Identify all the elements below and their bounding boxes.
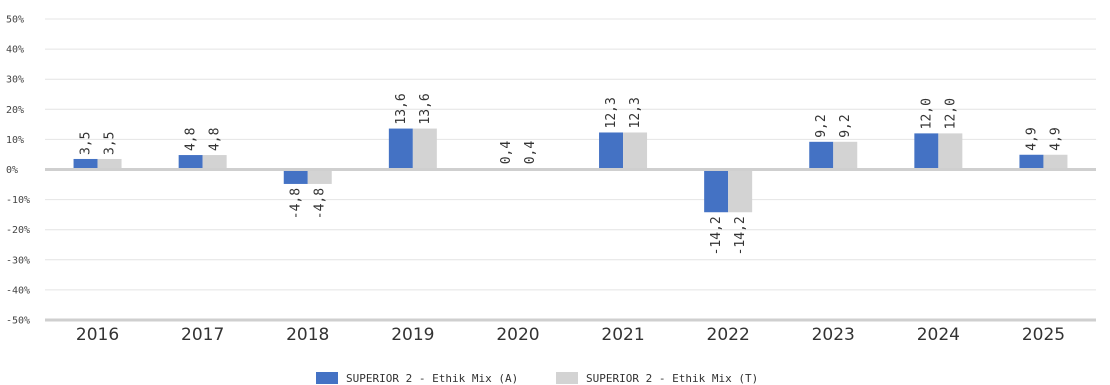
bar-2025-t bbox=[1043, 154, 1068, 170]
bar-2024-a bbox=[914, 133, 939, 170]
data-label: 0,4 bbox=[523, 141, 538, 165]
x-tick-label: 2019 bbox=[391, 325, 434, 345]
x-tick-label: 2020 bbox=[496, 325, 539, 345]
y-tick-label: -40% bbox=[6, 285, 30, 296]
x-tick-label: 2025 bbox=[1022, 325, 1065, 345]
legend: SUPERIOR 2 - Ethik Mix (A) SUPERIOR 2 - … bbox=[316, 372, 758, 385]
y-tick-label: 20% bbox=[6, 105, 24, 116]
y-tick-label: 0% bbox=[6, 165, 18, 176]
data-label: 12,3 bbox=[628, 97, 643, 128]
y-tick-label: -30% bbox=[6, 255, 30, 266]
bar-2018-t bbox=[307, 169, 332, 184]
data-label: -14,2 bbox=[733, 216, 748, 255]
y-tick-label: -20% bbox=[6, 225, 30, 236]
data-label: 4,8 bbox=[184, 128, 199, 151]
data-label: 12,0 bbox=[919, 98, 934, 129]
legend-swatch-a bbox=[316, 372, 338, 384]
y-axis: 50% 40% 30% 20% 10% 0% -10% -20% -30% -40% -50% bbox=[6, 15, 30, 327]
data-label: -4,8 bbox=[289, 188, 304, 219]
y-tick-label: 40% bbox=[6, 45, 24, 56]
data-label: 4,9 bbox=[1048, 127, 1063, 150]
x-tick-label: 2016 bbox=[76, 325, 119, 345]
legend-label-t: SUPERIOR 2 - Ethik Mix (T) bbox=[586, 372, 758, 385]
data-label: 0,4 bbox=[499, 141, 514, 165]
bar-2024-t bbox=[938, 133, 963, 170]
data-labels: 3,5 3,5 4,8 4,8 -4,8 -4,8 13,6 13,6 0,4 0,4 12,3 12… bbox=[79, 93, 1064, 255]
y-tick-label: 30% bbox=[6, 75, 24, 86]
bars bbox=[73, 128, 1068, 213]
data-label: -14,2 bbox=[709, 216, 724, 255]
y-tick-label: -50% bbox=[6, 316, 30, 327]
data-label: 12,3 bbox=[604, 97, 619, 128]
y-tick-label: 10% bbox=[6, 135, 24, 146]
data-label: 12,0 bbox=[943, 98, 958, 129]
bar-2019-a bbox=[388, 128, 413, 170]
x-tick-label: 2022 bbox=[707, 325, 750, 345]
bar-2025-a bbox=[1019, 154, 1044, 170]
data-label: 4,9 bbox=[1024, 127, 1039, 150]
x-tick-label: 2024 bbox=[917, 325, 960, 345]
data-label: 4,8 bbox=[208, 128, 223, 151]
x-tick-label: 2017 bbox=[181, 325, 224, 345]
bar-2017-a bbox=[178, 155, 203, 170]
bar-2022-t bbox=[728, 169, 753, 213]
bar-2023-t bbox=[833, 141, 858, 170]
bar-2016-a bbox=[73, 158, 98, 170]
bar-2021-a bbox=[599, 132, 624, 170]
data-label: 13,6 bbox=[394, 93, 409, 124]
legend-label-a: SUPERIOR 2 - Ethik Mix (A) bbox=[346, 372, 518, 385]
bar-2019-t bbox=[412, 128, 437, 170]
data-label: 13,6 bbox=[418, 93, 433, 124]
x-tick-label: 2021 bbox=[601, 325, 644, 345]
bar-2016-t bbox=[97, 158, 122, 170]
x-axis: 2016 2017 2018 2019 2020 2021 2022 2023 2024 2025 bbox=[76, 325, 1065, 345]
data-label: -4,8 bbox=[313, 188, 328, 219]
bar-2022-a bbox=[704, 169, 729, 213]
bar-2023-a bbox=[809, 141, 834, 170]
x-tick-label: 2018 bbox=[286, 325, 329, 345]
y-tick-label: 50% bbox=[6, 15, 24, 26]
data-label: 9,2 bbox=[838, 114, 853, 137]
x-tick-label: 2023 bbox=[812, 325, 855, 345]
data-label: 9,2 bbox=[814, 114, 829, 137]
y-tick-label: -10% bbox=[6, 195, 30, 206]
legend-swatch-t bbox=[556, 372, 578, 384]
data-label: 3,5 bbox=[79, 131, 94, 154]
data-label: 3,5 bbox=[103, 131, 118, 154]
bar-2021-t bbox=[623, 132, 648, 170]
bar-2017-t bbox=[202, 155, 227, 170]
bar-2018-a bbox=[283, 169, 308, 184]
